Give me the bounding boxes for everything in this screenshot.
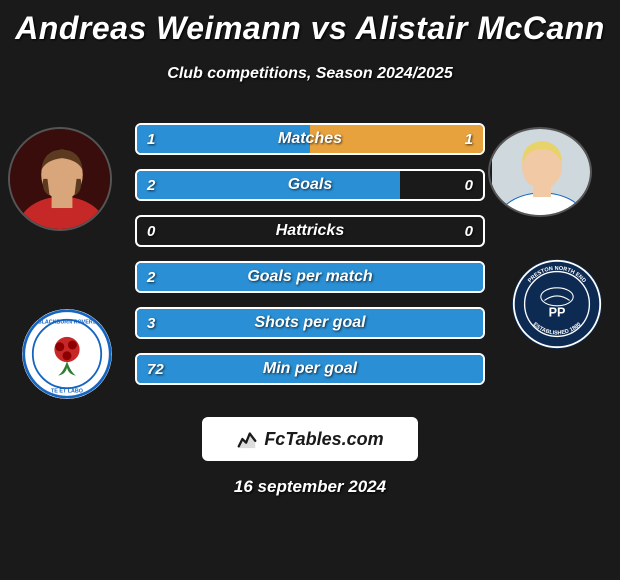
attribution-badge: FcTables.com bbox=[202, 417, 418, 461]
stats-bars: 1Matches12Goals00Hattricks02Goals per ma… bbox=[135, 123, 485, 399]
svg-text:TE ET LABO: TE ET LABO bbox=[51, 389, 83, 395]
page-subtitle: Club competitions, Season 2024/2025 bbox=[0, 65, 620, 83]
stat-row: 1Matches1 bbox=[135, 123, 485, 155]
stat-row: 2Goals0 bbox=[135, 169, 485, 201]
date-text: 16 september 2024 bbox=[0, 477, 620, 497]
player-left-avatar bbox=[8, 127, 112, 231]
stat-label: Min per goal bbox=[137, 355, 483, 383]
stat-value-right: 0 bbox=[465, 217, 473, 245]
attribution-text: FcTables.com bbox=[264, 429, 383, 450]
stat-row: 0Hattricks0 bbox=[135, 215, 485, 247]
stat-row: 3Shots per goal bbox=[135, 307, 485, 339]
stat-label: Goals per match bbox=[137, 263, 483, 291]
stat-value-right: 1 bbox=[465, 125, 473, 153]
stat-value-right: 0 bbox=[465, 171, 473, 199]
svg-text:PP: PP bbox=[549, 306, 566, 320]
preston-badge-icon: PRESTON NORTH END ESTABLISHED 1880 PP bbox=[512, 259, 602, 349]
stats-area: BLACKBURN ROVERS TE ET LABO bbox=[0, 123, 620, 403]
player-right-avatar bbox=[488, 127, 592, 217]
stat-label: Hattricks bbox=[137, 217, 483, 245]
avatar-right-icon bbox=[490, 129, 592, 217]
club-right-badge: PRESTON NORTH END ESTABLISHED 1880 PP bbox=[512, 259, 602, 349]
stat-row: 72Min per goal bbox=[135, 353, 485, 385]
stat-label: Goals bbox=[137, 171, 483, 199]
stat-row: 2Goals per match bbox=[135, 261, 485, 293]
stat-label: Matches bbox=[137, 125, 483, 153]
blackburn-badge-icon: BLACKBURN ROVERS TE ET LABO bbox=[22, 309, 112, 399]
avatar-left-icon bbox=[10, 129, 112, 231]
page-title: Andreas Weimann vs Alistair McCann bbox=[0, 0, 620, 47]
svg-text:BLACKBURN ROVERS: BLACKBURN ROVERS bbox=[38, 319, 97, 325]
club-left-badge: BLACKBURN ROVERS TE ET LABO bbox=[22, 309, 112, 399]
stat-label: Shots per goal bbox=[137, 309, 483, 337]
fctables-logo-icon bbox=[236, 428, 258, 450]
